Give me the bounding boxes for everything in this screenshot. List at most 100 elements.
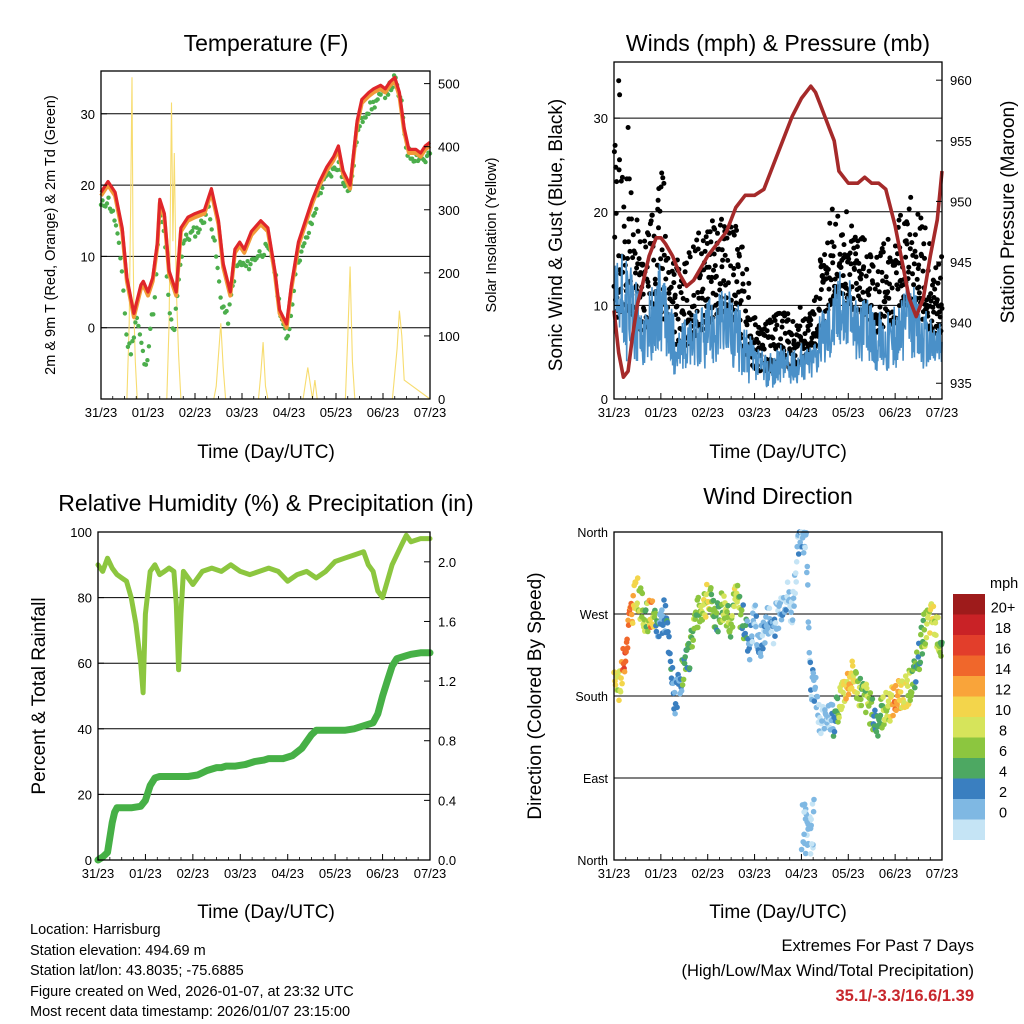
gust-point <box>703 234 709 240</box>
direction-point <box>740 602 746 608</box>
gust-point <box>818 258 824 264</box>
gust-point <box>652 276 658 282</box>
direction-title: Wind Direction <box>703 483 853 509</box>
direction-point <box>622 658 629 665</box>
gust-point <box>735 264 741 270</box>
humidity-xtick-label: 07/23 <box>414 866 447 881</box>
gust-point <box>629 216 634 222</box>
gust-point <box>894 282 900 288</box>
gust-point <box>912 248 918 254</box>
direction-point <box>813 674 819 681</box>
station-pressure-line <box>612 84 944 379</box>
temperature-gridlines <box>101 113 430 329</box>
dewpoint-point <box>305 235 310 240</box>
humidity-right-ytick-label: 0.8 <box>438 734 456 749</box>
gust-point <box>764 328 770 334</box>
station-info: Location: Harrisburg Station elevation: … <box>30 920 354 1023</box>
direction-point <box>746 645 752 652</box>
temperature-right-ytick-label: 100 <box>438 329 460 344</box>
station-elevation: Station elevation: 494.69 m <box>30 942 206 959</box>
dewpoint-point <box>125 344 131 349</box>
winds-panel: Winds (mph) & Pressure (mb) 31/23 01/23 02… <box>546 30 1019 463</box>
direction-point <box>653 628 660 635</box>
dewpoint-point <box>306 230 312 236</box>
direction-point <box>858 696 864 703</box>
dewpoint-point <box>212 238 217 243</box>
gust-point <box>846 256 852 262</box>
gust-point <box>659 247 665 253</box>
gust-point <box>628 190 634 196</box>
gust-point <box>630 232 636 238</box>
gust-point <box>818 287 824 293</box>
dewpoint-point <box>112 218 117 223</box>
humidity-xlabel: Time (Day/UTC) <box>197 902 335 923</box>
gust-point <box>633 270 638 276</box>
direction-point <box>930 603 937 610</box>
direction-point <box>753 623 759 630</box>
temperature-axes: 31/23 01/23 02/23 03/23 04/23 05/23 06/23 07/23… <box>81 77 460 420</box>
dewpoint-point <box>257 249 262 254</box>
gust-point <box>895 286 901 292</box>
colorbar-label: 8 <box>999 723 1007 739</box>
gust-point <box>789 332 795 338</box>
direction-point <box>660 622 666 628</box>
gust-point <box>649 212 655 218</box>
humidity-xtick-label: 31/23 <box>82 866 115 881</box>
direction-point <box>836 714 842 721</box>
gust-point <box>713 273 719 279</box>
direction-point <box>801 831 807 838</box>
dewpoint-point <box>309 221 315 227</box>
dewpoint-point <box>382 95 388 101</box>
dewpoint-point <box>225 321 231 326</box>
gust-point <box>721 224 727 230</box>
colorbar-swatch <box>953 614 985 635</box>
direction-point <box>830 733 837 739</box>
direction-xtick-label: 06/23 <box>879 866 912 881</box>
dewpoint-point <box>320 185 325 191</box>
gust-point <box>690 244 696 250</box>
dewpoint-point <box>360 119 365 125</box>
dewpoint-point <box>246 267 252 272</box>
direction-point <box>834 695 841 702</box>
direction-point <box>664 620 671 626</box>
gust-point <box>696 230 702 236</box>
winds-xtick-label: 01/23 <box>645 405 678 420</box>
gust-point <box>621 204 627 210</box>
gust-point <box>896 217 902 223</box>
direction-point <box>808 816 814 823</box>
gust-point <box>879 269 885 275</box>
gust-point <box>695 246 701 252</box>
gust-point <box>708 279 714 285</box>
gust-point <box>840 273 846 279</box>
dewpoint-point <box>248 262 253 267</box>
gust-point <box>642 238 648 244</box>
direction-point <box>775 625 782 632</box>
dewpoint-point <box>133 320 138 325</box>
gust-point <box>930 304 936 310</box>
humidity-xtick-label: 02/23 <box>177 866 210 881</box>
dewpoint-point <box>110 208 116 213</box>
dewpoint-point <box>245 259 250 264</box>
gust-point <box>779 318 785 324</box>
gust-point <box>734 227 739 233</box>
gust-outlier-point <box>625 125 631 130</box>
gust-point <box>830 260 836 266</box>
temperature-ytick-label: 10 <box>81 249 95 264</box>
temperature-xlabel: Time (Day/UTC) <box>197 442 335 463</box>
direction-point <box>821 725 828 732</box>
direction-point <box>853 670 859 676</box>
gust-point <box>661 252 667 258</box>
gust-point <box>797 304 803 310</box>
gust-point <box>687 254 693 260</box>
gust-point <box>672 292 678 298</box>
gust-point <box>691 303 697 309</box>
gust-point <box>837 251 843 257</box>
dewpoint-point <box>151 312 156 317</box>
dewpoint-point <box>169 317 174 322</box>
temperature-2m-series <box>99 75 431 326</box>
gust-point <box>682 269 688 275</box>
colorbar-label: 18 <box>995 621 1011 637</box>
gust-point <box>778 336 784 342</box>
dewpoint-point <box>104 201 110 206</box>
gust-point <box>817 307 822 313</box>
